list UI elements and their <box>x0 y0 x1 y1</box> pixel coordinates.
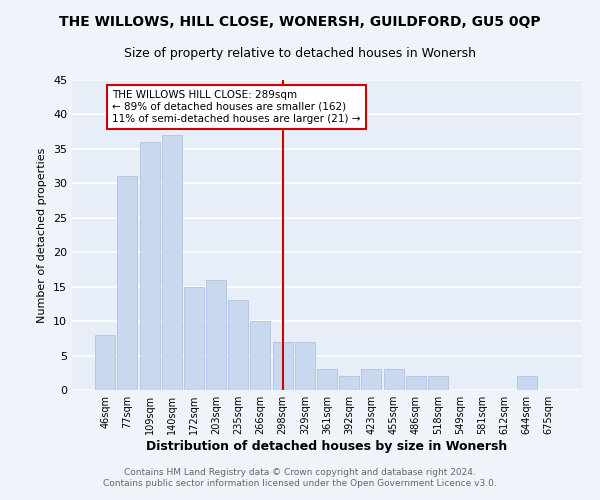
Bar <box>95 335 115 390</box>
Y-axis label: Number of detached properties: Number of detached properties <box>37 148 47 322</box>
Bar <box>228 300 248 390</box>
Text: THE WILLOWS HILL CLOSE: 289sqm
← 89% of detached houses are smaller (162)
11% of: THE WILLOWS HILL CLOSE: 289sqm ← 89% of … <box>112 90 361 124</box>
Bar <box>206 280 226 390</box>
Text: Size of property relative to detached houses in Wonersh: Size of property relative to detached ho… <box>124 48 476 60</box>
Bar <box>517 376 536 390</box>
Bar <box>140 142 160 390</box>
Bar <box>428 376 448 390</box>
Bar <box>295 342 315 390</box>
Bar <box>118 176 137 390</box>
Bar <box>162 135 182 390</box>
Bar <box>406 376 426 390</box>
X-axis label: Distribution of detached houses by size in Wonersh: Distribution of detached houses by size … <box>146 440 508 453</box>
Bar <box>250 321 271 390</box>
Text: Contains HM Land Registry data © Crown copyright and database right 2024.
Contai: Contains HM Land Registry data © Crown c… <box>103 468 497 487</box>
Text: THE WILLOWS, HILL CLOSE, WONERSH, GUILDFORD, GU5 0QP: THE WILLOWS, HILL CLOSE, WONERSH, GUILDF… <box>59 15 541 29</box>
Bar <box>317 370 337 390</box>
Bar <box>272 342 293 390</box>
Bar <box>184 286 204 390</box>
Bar <box>339 376 359 390</box>
Bar <box>361 370 382 390</box>
Bar <box>383 370 404 390</box>
